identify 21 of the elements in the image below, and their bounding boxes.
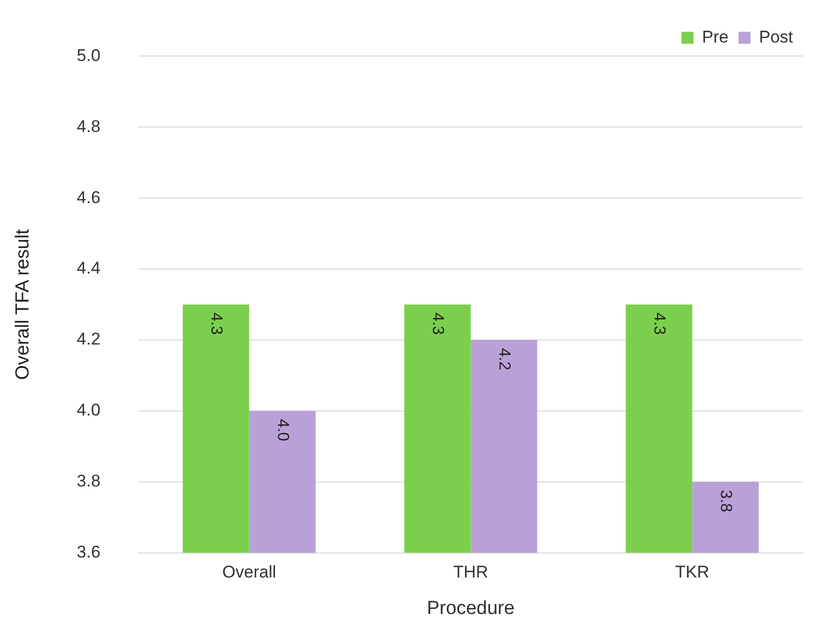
y-tick-label: 4.6 <box>76 188 100 207</box>
x-tick-label: Overall <box>222 562 276 582</box>
x-axis-title: Procedure <box>426 598 515 619</box>
y-tick-label: 4.2 <box>76 330 100 349</box>
y-tick-label: 5.0 <box>76 46 100 65</box>
y-tick-label: 4.0 <box>76 400 100 420</box>
x-tick-label: THR <box>453 562 488 582</box>
legend-label: Post <box>758 27 794 46</box>
data-label: 3.8 <box>717 490 734 512</box>
y-tick-label: 3.8 <box>76 472 100 491</box>
data-label: 4.0 <box>274 418 292 442</box>
data-label: 4.3 <box>650 312 668 335</box>
data-label: 4.3 <box>208 312 225 335</box>
y-tick-label: 4.8 <box>76 116 100 136</box>
y-tick-label: 4.4 <box>76 258 100 278</box>
data-label: 4.2 <box>496 348 513 370</box>
legend-label: Pre <box>702 27 728 46</box>
x-tick-label: TKR <box>675 562 710 582</box>
y-axis-title: Overall TFA result <box>12 228 34 380</box>
y-tick-label: 3.6 <box>76 542 100 562</box>
data-label: 4.3 <box>429 312 446 335</box>
